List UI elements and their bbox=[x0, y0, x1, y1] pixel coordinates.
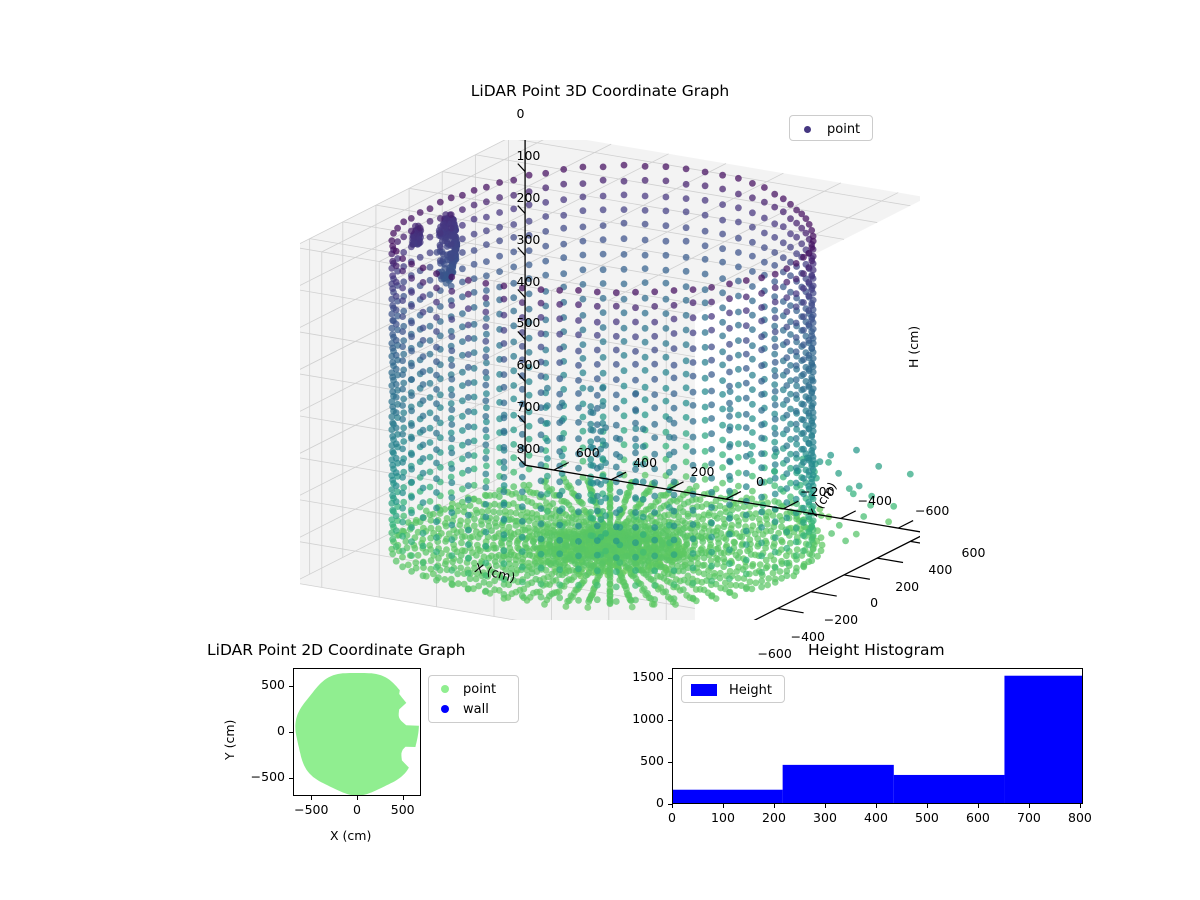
tick-mark bbox=[1028, 804, 1030, 808]
tick-label: 500 bbox=[261, 677, 285, 693]
tick-mark bbox=[289, 777, 293, 779]
tick-label: −600 bbox=[757, 645, 792, 661]
panel2d-title: LiDAR Point 2D Coordinate Graph bbox=[207, 641, 466, 659]
tick-label: −500 bbox=[250, 768, 285, 784]
tick-label: −200 bbox=[823, 612, 859, 628]
tick-mark bbox=[926, 804, 928, 808]
tick-mark bbox=[668, 678, 672, 680]
tick-label: 600 bbox=[516, 357, 541, 373]
tick-label: −400 bbox=[857, 493, 892, 509]
panel3d-axes[interactable] bbox=[300, 140, 920, 620]
tick-label: 500 bbox=[516, 315, 541, 331]
tick-label: 1000 bbox=[632, 711, 664, 727]
tick-label: 400 bbox=[864, 810, 888, 825]
tick-label: 0 bbox=[870, 595, 879, 611]
panelhist-legend[interactable]: Height bbox=[681, 675, 785, 703]
legend-marker-point-icon bbox=[804, 125, 811, 133]
legend-patch-height-icon bbox=[691, 684, 717, 696]
tick-label: 0 bbox=[353, 802, 361, 817]
histogram-bar bbox=[782, 764, 894, 803]
tick-label: 400 bbox=[516, 273, 541, 289]
tick-mark bbox=[977, 804, 979, 808]
tick-label: 500 bbox=[390, 802, 415, 817]
tick-label: −200 bbox=[800, 483, 835, 499]
tick-mark bbox=[289, 732, 293, 733]
tick-mark bbox=[668, 762, 672, 764]
tick-label: −400 bbox=[790, 628, 825, 644]
legend-label-height: Height bbox=[729, 682, 772, 698]
tick-label: 500 bbox=[640, 753, 664, 769]
panel2d-canvas bbox=[295, 673, 419, 795]
tick-label: 800 bbox=[516, 441, 541, 457]
legend-item-height[interactable]: Height bbox=[688, 679, 778, 701]
tick-label: 0 bbox=[656, 795, 664, 810]
panel2d-xaxis-label: X (cm) bbox=[330, 828, 372, 843]
tick-mark bbox=[357, 796, 358, 800]
panel2d-legend[interactable]: point wall bbox=[428, 675, 519, 723]
tick-mark bbox=[402, 796, 404, 800]
tick-mark bbox=[875, 804, 877, 808]
tick-label: 800 bbox=[1068, 810, 1092, 825]
legend-marker-wall-icon bbox=[441, 705, 449, 713]
tick-label: 400 bbox=[928, 561, 953, 577]
legend-item-wall[interactable]: wall bbox=[436, 699, 511, 719]
tick-mark bbox=[722, 804, 724, 808]
tick-label: 0 bbox=[755, 473, 764, 489]
legend-label-point: point bbox=[827, 121, 861, 137]
tick-mark bbox=[668, 804, 672, 805]
panel2d-axes[interactable] bbox=[293, 668, 421, 796]
tick-label: 0 bbox=[668, 810, 676, 825]
legend-label-wall: wall bbox=[463, 701, 489, 717]
tick-mark bbox=[672, 804, 673, 808]
panel2d-yaxis-label: Y (cm) bbox=[222, 719, 237, 760]
tick-label: 0 bbox=[516, 105, 525, 121]
tick-label: 200 bbox=[762, 810, 786, 825]
tick-mark bbox=[289, 686, 293, 688]
tick-mark bbox=[668, 720, 672, 722]
panelhist-title: Height Histogram bbox=[808, 641, 945, 659]
tick-label: 400 bbox=[633, 454, 658, 470]
tick-mark bbox=[311, 796, 313, 800]
legend-marker-point-icon bbox=[441, 685, 449, 693]
histogram-bar bbox=[1004, 675, 1082, 803]
histogram-bar bbox=[673, 789, 783, 803]
panelhist-canvas bbox=[673, 675, 1082, 803]
legend-label-point: point bbox=[463, 681, 497, 697]
tick-label: 1500 bbox=[632, 669, 664, 685]
tick-label: 0 bbox=[277, 723, 285, 738]
tick-label: 500 bbox=[915, 810, 939, 825]
tick-mark bbox=[1079, 804, 1081, 808]
tick-label: 100 bbox=[711, 810, 735, 825]
tick-label: 200 bbox=[516, 189, 541, 205]
histogram-bar bbox=[893, 774, 1005, 803]
tick-label: 600 bbox=[966, 810, 990, 825]
tick-mark bbox=[824, 804, 826, 808]
tick-label: 700 bbox=[516, 399, 541, 415]
tick-label: 600 bbox=[575, 444, 600, 460]
legend-item-point[interactable]: point bbox=[436, 679, 511, 699]
tick-label: 300 bbox=[516, 231, 541, 247]
panel3d-title: LiDAR Point 3D Coordinate Graph bbox=[470, 82, 730, 100]
tick-label: −500 bbox=[294, 802, 329, 817]
tick-label: 700 bbox=[1017, 810, 1041, 825]
tick-label: 200 bbox=[895, 578, 920, 594]
tick-mark bbox=[773, 804, 775, 808]
tick-label: 600 bbox=[961, 545, 986, 560]
panel3d-legend[interactable]: point bbox=[789, 115, 873, 141]
tick-label: 200 bbox=[690, 464, 715, 480]
legend-item-point[interactable]: point bbox=[797, 119, 865, 139]
tick-label: 300 bbox=[813, 810, 837, 825]
tick-label: 100 bbox=[516, 147, 541, 163]
panel3d-canvas bbox=[300, 140, 920, 620]
tick-label: −600 bbox=[915, 502, 950, 518]
panel3d-zaxis-label: H (cm) bbox=[906, 325, 921, 368]
